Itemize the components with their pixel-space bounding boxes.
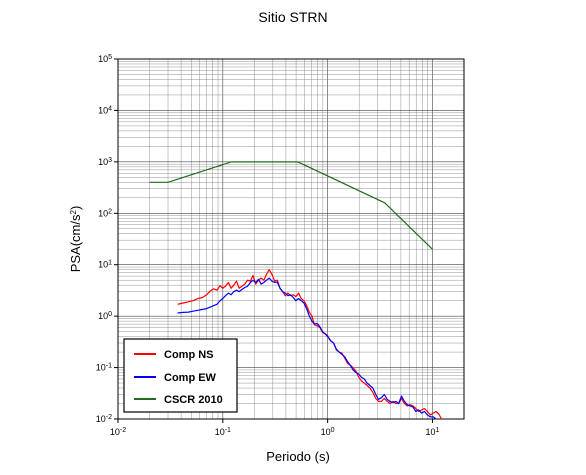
plot-frame — [117, 58, 465, 420]
y-tick-label: 10-1 — [96, 362, 112, 373]
y-axis-ticks: 10-2 10-1 100 101 102 103 104 105 — [96, 54, 118, 425]
x-tick-label: 10-1 — [215, 427, 231, 438]
y-tick-label: 103 — [98, 156, 112, 167]
x-axis-label: Periodo (s) — [266, 449, 330, 464]
y-axis-label-tail: ) — [68, 206, 83, 210]
legend-label: Comp EW — [164, 372, 217, 384]
chart-title: Sitio STRN — [258, 9, 327, 25]
series-layer — [149, 161, 443, 420]
legend-label: Comp NS — [164, 349, 214, 361]
x-tick-label: 101 — [425, 427, 439, 438]
y-axis-label-superscript: 2 — [69, 210, 78, 215]
y-axis-label-base: PSA(cm/s — [68, 214, 83, 272]
legend-label: CSCR 2010 — [164, 394, 223, 406]
y-tick-label: 10-2 — [96, 414, 112, 425]
legend: Comp NS Comp EW CSCR 2010 — [123, 338, 238, 413]
x-tick-label: 10-2 — [110, 427, 126, 438]
y-axis-label: PSA(cm/s2) — [68, 206, 83, 273]
series-line-comp-ew — [177, 277, 437, 420]
y-tick-label: 101 — [98, 259, 112, 270]
y-tick-label: 100 — [98, 311, 112, 322]
y-tick-label: 105 — [98, 54, 112, 65]
y-tick-label: 104 — [98, 105, 112, 116]
series-line-cscr-2010 — [149, 161, 433, 250]
x-axis-ticks: 10-2 10-1 100 101 — [110, 419, 440, 437]
y-tick-label: 102 — [98, 208, 112, 219]
plot-grid — [118, 59, 464, 419]
x-tick-label: 100 — [321, 427, 335, 438]
